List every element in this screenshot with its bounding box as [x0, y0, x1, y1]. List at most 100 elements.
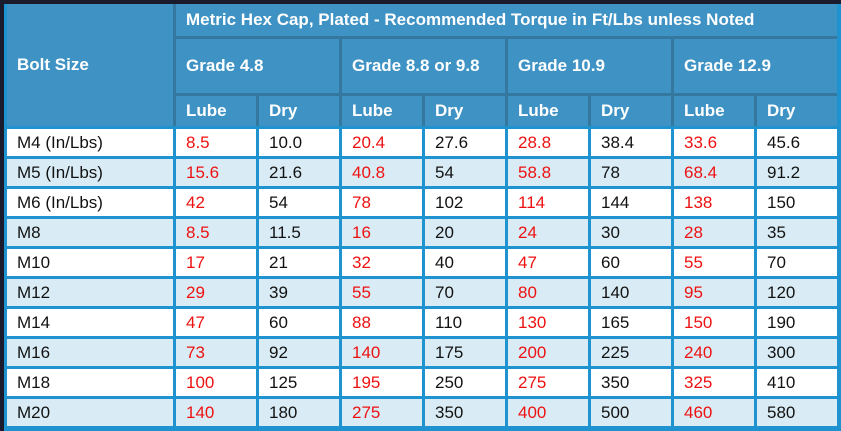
- dry-torque-cell: 140: [591, 279, 671, 306]
- lube-torque-cell: 275: [342, 399, 422, 426]
- bolt-size-cell: M16: [7, 339, 173, 366]
- dry-torque-cell: 350: [425, 399, 505, 426]
- dry-torque-cell: 70: [425, 279, 505, 306]
- grade-10-9-header: Grade 10.9: [508, 39, 671, 93]
- dry-torque-cell: 54: [425, 159, 505, 186]
- dry-torque-cell: 78: [591, 159, 671, 186]
- lube-torque-cell: 47: [176, 309, 256, 336]
- lube-header: Lube: [508, 96, 588, 126]
- lube-torque-cell: 8.5: [176, 129, 256, 156]
- dry-torque-cell: 39: [259, 279, 339, 306]
- lube-torque-cell: 58.8: [508, 159, 588, 186]
- dry-torque-cell: 350: [591, 369, 671, 396]
- dry-torque-cell: 60: [259, 309, 339, 336]
- grade-4-8-header: Grade 4.8: [176, 39, 339, 93]
- dry-torque-cell: 500: [591, 399, 671, 426]
- bolt-size-cell: M6 (In/Lbs): [7, 189, 173, 216]
- dry-torque-cell: 144: [591, 189, 671, 216]
- lube-torque-cell: 47: [508, 249, 588, 276]
- table-header: Bolt Size Metric Hex Cap, Plated - Recom…: [7, 4, 837, 126]
- lube-torque-cell: 95: [674, 279, 754, 306]
- dry-torque-cell: 70: [757, 249, 837, 276]
- lube-torque-cell: 55: [342, 279, 422, 306]
- bolt-size-cell: M20: [7, 399, 173, 426]
- lube-torque-cell: 16: [342, 219, 422, 246]
- lube-torque-cell: 88: [342, 309, 422, 336]
- lube-torque-cell: 8.5: [176, 219, 256, 246]
- bolt-size-cell: M8: [7, 219, 173, 246]
- dry-torque-cell: 250: [425, 369, 505, 396]
- lube-torque-cell: 140: [342, 339, 422, 366]
- lube-torque-cell: 138: [674, 189, 754, 216]
- dry-torque-cell: 102: [425, 189, 505, 216]
- lube-torque-cell: 240: [674, 339, 754, 366]
- dry-torque-cell: 38.4: [591, 129, 671, 156]
- dry-torque-cell: 92: [259, 339, 339, 366]
- lube-torque-cell: 195: [342, 369, 422, 396]
- lube-torque-cell: 20.4: [342, 129, 422, 156]
- dry-torque-cell: 300: [757, 339, 837, 366]
- torque-table-inner: Bolt Size Metric Hex Cap, Plated - Recom…: [4, 4, 841, 431]
- lube-torque-cell: 140: [176, 399, 256, 426]
- lube-header: Lube: [176, 96, 256, 126]
- dry-torque-cell: 54: [259, 189, 339, 216]
- dry-torque-cell: 35: [757, 219, 837, 246]
- grade-12-9-header: Grade 12.9: [674, 39, 837, 93]
- lube-torque-cell: 15.6: [176, 159, 256, 186]
- lube-torque-cell: 68.4: [674, 159, 754, 186]
- lube-header: Lube: [342, 96, 422, 126]
- lube-torque-cell: 130: [508, 309, 588, 336]
- lube-torque-cell: 100: [176, 369, 256, 396]
- lube-torque-cell: 78: [342, 189, 422, 216]
- lube-torque-cell: 42: [176, 189, 256, 216]
- dry-torque-cell: 180: [259, 399, 339, 426]
- lube-header: Lube: [674, 96, 754, 126]
- lube-torque-cell: 28: [674, 219, 754, 246]
- dry-torque-cell: 27.6: [425, 129, 505, 156]
- dry-torque-cell: 165: [591, 309, 671, 336]
- dry-header: Dry: [259, 96, 339, 126]
- lube-torque-cell: 325: [674, 369, 754, 396]
- dry-torque-cell: 45.6: [757, 129, 837, 156]
- lube-torque-cell: 55: [674, 249, 754, 276]
- bolt-size-cell: M14: [7, 309, 173, 336]
- dry-torque-cell: 225: [591, 339, 671, 366]
- dry-torque-cell: 580: [757, 399, 837, 426]
- dry-header: Dry: [591, 96, 671, 126]
- dry-torque-cell: 175: [425, 339, 505, 366]
- dry-torque-cell: 60: [591, 249, 671, 276]
- dry-torque-cell: 30: [591, 219, 671, 246]
- lube-torque-cell: 80: [508, 279, 588, 306]
- dry-torque-cell: 125: [259, 369, 339, 396]
- dry-torque-cell: 11.5: [259, 219, 339, 246]
- bolt-size-cell: M12: [7, 279, 173, 306]
- dry-torque-cell: 110: [425, 309, 505, 336]
- lube-torque-cell: 40.8: [342, 159, 422, 186]
- lube-torque-cell: 114: [508, 189, 588, 216]
- dry-torque-cell: 410: [757, 369, 837, 396]
- bolt-size-header: Bolt Size: [7, 4, 173, 126]
- dry-torque-cell: 20: [425, 219, 505, 246]
- dry-header: Dry: [425, 96, 505, 126]
- bolt-size-cell: M18: [7, 369, 173, 396]
- lube-torque-cell: 460: [674, 399, 754, 426]
- lube-torque-cell: 200: [508, 339, 588, 366]
- dry-torque-cell: 190: [757, 309, 837, 336]
- bolt-size-cell: M10: [7, 249, 173, 276]
- table-title: Metric Hex Cap, Plated - Recommended Tor…: [176, 4, 837, 36]
- dry-torque-cell: 150: [757, 189, 837, 216]
- grade-8-8-9-8-header: Grade 8.8 or 9.8: [342, 39, 505, 93]
- dry-torque-cell: 21: [259, 249, 339, 276]
- bolt-size-cell: M4 (In/Lbs): [7, 129, 173, 156]
- lube-torque-cell: 73: [176, 339, 256, 366]
- dry-torque-cell: 120: [757, 279, 837, 306]
- lube-torque-cell: 275: [508, 369, 588, 396]
- dry-torque-cell: 10.0: [259, 129, 339, 156]
- lube-torque-cell: 17: [176, 249, 256, 276]
- dry-header: Dry: [757, 96, 837, 126]
- dry-torque-cell: 40: [425, 249, 505, 276]
- dry-torque-cell: 21.6: [259, 159, 339, 186]
- lube-torque-cell: 32: [342, 249, 422, 276]
- table-body: M4 (In/Lbs) 8.5 10.0 20.4 27.6 28.8 38.4 33.6 45…: [7, 126, 837, 426]
